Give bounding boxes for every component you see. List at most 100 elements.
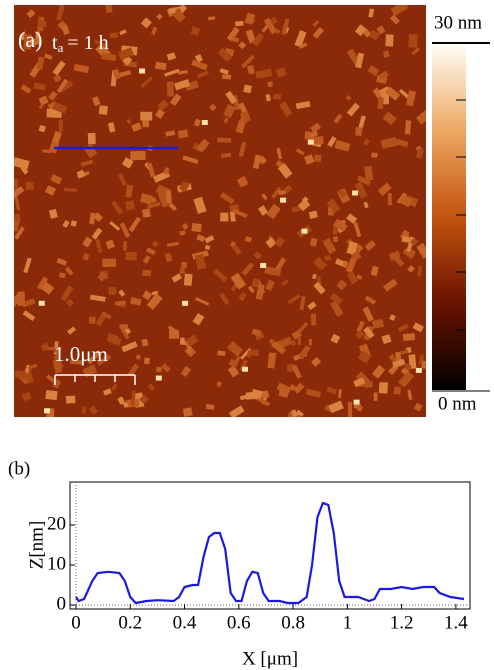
grain <box>390 5 409 16</box>
grain <box>38 95 49 106</box>
grain <box>143 357 151 365</box>
grain <box>229 211 236 222</box>
grain <box>141 338 149 347</box>
grain <box>307 301 317 311</box>
panel-label: (a) <box>18 27 42 52</box>
grain <box>281 279 289 286</box>
grain <box>390 14 400 25</box>
grain <box>239 394 249 401</box>
grain <box>378 382 388 394</box>
grain <box>267 352 277 369</box>
grain <box>392 358 406 368</box>
grain <box>310 122 322 133</box>
grain <box>38 103 44 110</box>
grain <box>164 68 180 77</box>
grain <box>166 241 179 247</box>
scale-bar-label: 1.0μm <box>54 342 108 366</box>
grain <box>106 332 119 344</box>
grain <box>274 257 287 272</box>
grain <box>347 401 353 417</box>
grain <box>192 312 205 326</box>
grain <box>220 152 232 158</box>
grain <box>333 113 343 124</box>
grain <box>279 101 293 118</box>
grain <box>36 56 45 70</box>
grain <box>329 292 343 306</box>
grain <box>156 13 163 20</box>
grain <box>122 401 129 408</box>
grain <box>389 314 396 321</box>
annotation-sub: a <box>58 40 64 55</box>
grain <box>88 405 99 415</box>
grain <box>65 298 75 307</box>
grain <box>252 32 265 47</box>
grain <box>402 247 415 260</box>
grain <box>169 330 180 339</box>
grain <box>48 208 58 219</box>
grain <box>94 39 107 47</box>
grain <box>241 262 255 276</box>
x-tick-label: 0.6 <box>227 612 251 633</box>
grain <box>239 359 248 372</box>
grain <box>253 251 262 260</box>
grain <box>268 338 275 345</box>
grain <box>391 253 405 267</box>
grain <box>44 53 53 60</box>
grain <box>70 359 83 365</box>
grain <box>336 279 348 291</box>
grain <box>56 5 65 21</box>
grain <box>35 31 41 40</box>
grain <box>385 34 394 47</box>
grain <box>21 391 32 402</box>
grain <box>59 80 74 92</box>
grain <box>235 120 246 134</box>
grain <box>395 138 409 148</box>
bright-grain <box>260 262 267 268</box>
bright-grain <box>415 367 422 373</box>
grain <box>244 12 256 25</box>
grain <box>371 152 378 158</box>
grain <box>157 190 172 208</box>
grain <box>364 295 377 305</box>
grain <box>166 81 174 97</box>
plot: 0 0.2 0.4 0.6 0.8 1 1.2 1.4 0 10 20 <box>47 481 471 633</box>
grain <box>364 165 374 181</box>
grain <box>333 218 348 233</box>
grain <box>58 272 66 279</box>
grain <box>179 230 186 236</box>
grain <box>204 244 211 250</box>
grain <box>40 342 50 352</box>
grain <box>342 260 348 268</box>
grain <box>265 237 277 249</box>
grain <box>166 52 177 61</box>
x-tick-label: 0 <box>71 612 81 633</box>
grain <box>87 132 96 145</box>
grain <box>151 240 159 248</box>
grain <box>53 74 62 83</box>
grain <box>122 55 133 66</box>
grain <box>233 355 241 365</box>
grain <box>128 216 141 233</box>
grain <box>408 33 418 48</box>
grain <box>278 189 287 196</box>
grain <box>38 20 47 28</box>
bright-grain <box>201 119 208 125</box>
grain <box>312 26 324 39</box>
grain <box>146 293 163 311</box>
grain <box>421 360 426 370</box>
grain <box>230 272 247 290</box>
grain <box>313 281 326 295</box>
grain <box>107 122 116 133</box>
grain <box>161 363 171 373</box>
grain <box>294 30 307 48</box>
annotation-rest: = 1 h <box>67 32 108 54</box>
grain <box>413 402 423 412</box>
x-tick-label: 1.2 <box>390 612 414 633</box>
grain <box>213 268 228 283</box>
y-axis-label: Z[nm] <box>26 521 47 570</box>
annotation: ta = 1 h <box>52 32 109 55</box>
grain <box>165 130 176 137</box>
grain <box>261 193 268 201</box>
grain <box>121 157 134 169</box>
plot-frame <box>69 481 471 610</box>
